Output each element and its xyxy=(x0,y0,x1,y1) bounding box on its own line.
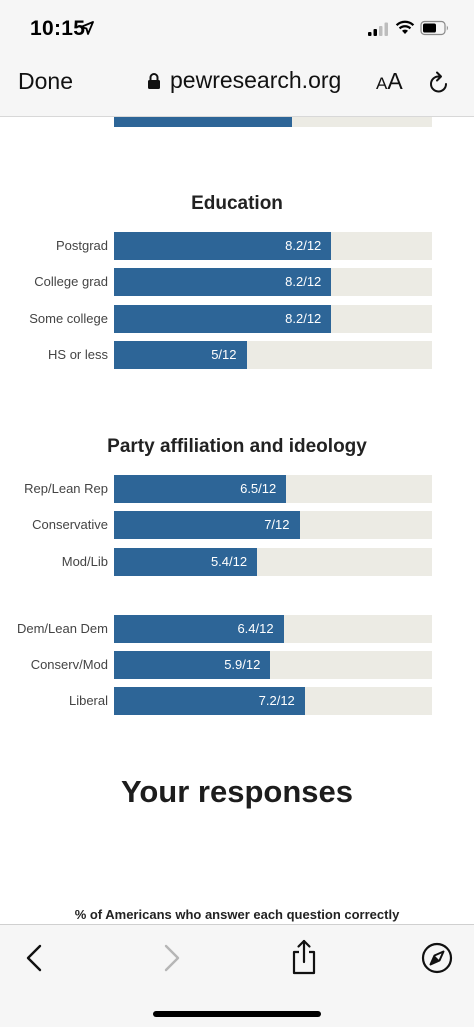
bar-fill: 6.5/12 xyxy=(114,475,287,503)
browser-bottom-toolbar xyxy=(0,924,474,1027)
wifi-icon xyxy=(395,20,415,34)
bar-fill: 5/12 xyxy=(114,341,247,369)
bar-track: 8.2/12 xyxy=(114,268,432,296)
bar-value: 8.2/12 xyxy=(285,238,322,253)
status-bar: 10:15 xyxy=(0,0,474,58)
chevron-right-icon[interactable] xyxy=(162,943,182,973)
bar-fill: 5.9/12 xyxy=(114,651,271,679)
share-icon[interactable] xyxy=(290,939,318,975)
responses-subheading: % of Americans who answer each question … xyxy=(74,907,400,922)
bar-track: 6.4/12 xyxy=(114,615,432,643)
home-indicator xyxy=(153,1011,321,1017)
bar-fill: 5.4/12 xyxy=(114,548,258,576)
location-arrow-icon xyxy=(80,21,94,35)
party-title: Party affiliation and ideology xyxy=(107,436,367,457)
bar-track: 6.5/12 xyxy=(114,475,432,503)
bar-fill: 8.2/12 xyxy=(114,232,332,260)
your-responses-heading: Your responses xyxy=(120,774,353,809)
url-domain[interactable]: pewresearch.org xyxy=(170,67,342,93)
bar-fill: 8.2/12 xyxy=(114,305,332,333)
bar-value: 7.2/12 xyxy=(258,693,295,708)
bar-label: Rep/Lean Rep xyxy=(24,481,108,496)
bar-value: 6.4/12 xyxy=(237,621,274,636)
bar-label: Some college xyxy=(29,311,108,326)
education-row-some-college: Some college 8.2/12 xyxy=(0,305,474,333)
education-row-hs-or-less: HS or less 5/12 xyxy=(0,341,474,369)
bar-value: 7/12 xyxy=(264,517,290,532)
party-row-conservative: Conservative 7/12 xyxy=(0,511,474,539)
bar-label: Conservative xyxy=(32,517,108,532)
bar-label: Dem/Lean Dem xyxy=(16,621,108,636)
bar-value: 5.4/12 xyxy=(210,554,248,569)
status-time: 10:15 xyxy=(30,17,86,40)
party-row-rep-lean-rep: Rep/Lean Rep 6.5/12 xyxy=(0,475,474,503)
bar-label: Liberal xyxy=(68,693,108,708)
bar-value: 5/12 xyxy=(211,347,237,362)
party-row-conserv-mod: Conserv/Mod 5.9/12 xyxy=(0,651,474,679)
bar-track: 8.2/12 xyxy=(114,305,432,333)
party-row-dem-lean-dem: Dem/Lean Dem 6.4/12 xyxy=(0,615,474,643)
bar-label: Postgrad xyxy=(55,238,108,253)
bar-value: 6.5/12 xyxy=(240,481,277,496)
bar-label: HS or less xyxy=(48,347,108,362)
bar-fill: 8.2/12 xyxy=(114,268,332,296)
bar-label: Conserv/Mod xyxy=(30,657,108,672)
lock-icon xyxy=(148,73,160,89)
reader-text-size-button[interactable]: AA xyxy=(376,68,403,95)
chevron-left-icon[interactable] xyxy=(24,943,44,973)
bar-track: 5/12 xyxy=(114,341,432,369)
education-title: Education xyxy=(191,193,283,214)
browser-top-bar: 10:15 Done pewresearch.org AA xyxy=(0,0,474,117)
bar-fill: 7.2/12 xyxy=(114,687,305,715)
bar-label: Mod/Lib xyxy=(61,554,108,569)
bar-track: 5.9/12 xyxy=(114,651,432,679)
bar-fill: 7/12 xyxy=(114,511,300,539)
bar-track: 8.2/12 xyxy=(114,232,432,260)
bar-label: College grad xyxy=(34,274,108,289)
party-row-mod-lib: Mod/Lib 5.4/12 xyxy=(0,548,474,576)
bar-value: 8.2/12 xyxy=(285,274,322,289)
done-button[interactable]: Done xyxy=(18,68,73,94)
party-row-liberal: Liberal 7.2/12 xyxy=(0,687,474,715)
compass-icon[interactable] xyxy=(421,942,453,974)
reload-icon[interactable] xyxy=(428,71,450,95)
cellular-signal-icon xyxy=(368,22,388,36)
bar-track: 7.2/12 xyxy=(114,687,432,715)
bar-track: 7/12 xyxy=(114,511,432,539)
bar-fill: 6.4/12 xyxy=(114,615,284,643)
bar-track: 5.4/12 xyxy=(114,548,432,576)
bar-value: 5.9/12 xyxy=(224,657,261,672)
bar-value: 8.2/12 xyxy=(285,311,322,326)
address-row: Done pewresearch.org AA xyxy=(0,58,474,108)
aa-big-letter: A xyxy=(387,68,403,94)
battery-icon xyxy=(420,20,448,36)
education-row-postgrad: Postgrad 8.2/12 xyxy=(0,232,474,260)
education-row-college-grad: College grad 8.2/12 xyxy=(0,268,474,296)
aa-small-letter: A xyxy=(376,74,388,93)
